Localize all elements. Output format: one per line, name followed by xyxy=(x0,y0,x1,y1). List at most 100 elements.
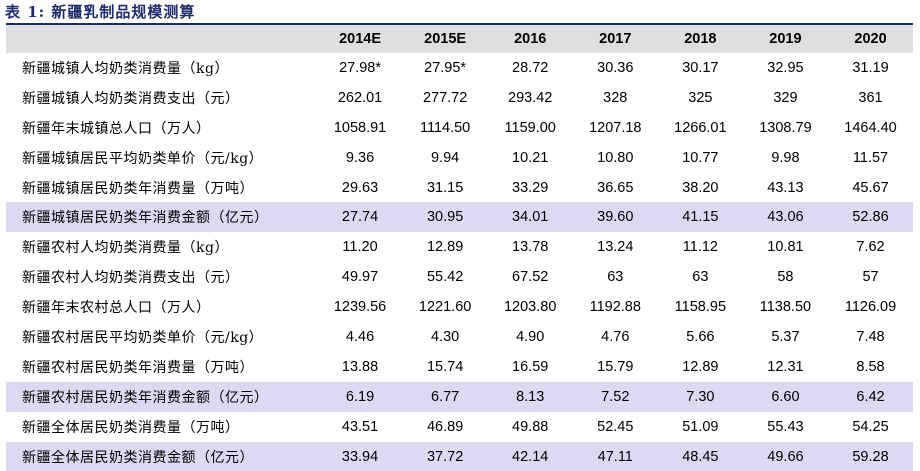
table-cell: 7.48 xyxy=(856,328,885,345)
table-cell: 46.89 xyxy=(426,418,464,435)
row-label: 新疆城镇居民平均奶类单价（元/kg） xyxy=(22,150,264,167)
table-row: 新疆城镇居民平均奶类单价（元/kg） 9.36 9.94 10.21 10.80 10.7… xyxy=(6,143,913,173)
table-cell: 1239.56 xyxy=(333,299,387,316)
table-cell: 27.95* xyxy=(424,59,467,76)
table-cell: 41.15 xyxy=(682,209,719,226)
table-cell: 31.15 xyxy=(426,179,464,196)
table-cell: 9.98 xyxy=(771,149,800,166)
table-cell: 54.25 xyxy=(852,418,889,435)
table-row: 新疆城镇人均奶类消费支出（元） 262.01 277.72 293.42 328 325 3… xyxy=(6,83,913,113)
table-row: 新疆农村居民奶类年消费金额（亿元） 6.19 6.77 8.13 7.52 7.30 6.6… xyxy=(6,381,913,412)
table-row: 新疆年末农村总人口（万人） 1239.56 1221.60 1203.80 1192.8… xyxy=(6,292,913,322)
table-cell: 27.98* xyxy=(339,59,381,76)
table-cell: 325 xyxy=(688,89,713,106)
column-header: 2018 xyxy=(684,31,717,47)
column-header: 2015E xyxy=(424,31,467,47)
table-cell: 1158.95 xyxy=(674,299,727,316)
table-cell: 1159.00 xyxy=(504,119,556,136)
table-cell: 51.09 xyxy=(682,418,719,435)
table-cell: 39.60 xyxy=(597,209,634,226)
table-cell: 4.30 xyxy=(431,328,460,345)
table-cell: 37.72 xyxy=(426,448,464,465)
table-title: 表 1: 新疆乳制品规模测算 xyxy=(5,3,196,21)
table-cell: 10.77 xyxy=(682,149,719,166)
column-header: 2020 xyxy=(854,31,887,47)
row-label: 新疆全体居民奶类消费金额（亿元） xyxy=(22,449,254,466)
table-cell: 1266.01 xyxy=(674,119,727,136)
column-header: 2017 xyxy=(599,31,632,47)
table-header-row: 2014E 2015E 2016 2017 2018 2019 2020 xyxy=(6,25,913,53)
table-row: 新疆农村人均奶类消费量（kg） 11.20 12.89 13.78 13.24 11.12… xyxy=(6,232,913,262)
table-cell: 34.01 xyxy=(512,209,549,226)
table-cell: 55.43 xyxy=(767,418,804,435)
table-cell: 13.24 xyxy=(597,239,634,256)
table-cell: 28.72 xyxy=(512,59,549,76)
table-cell: 57 xyxy=(862,269,879,286)
table-cell: 329 xyxy=(773,89,798,106)
row-label: 新疆农村居民奶类年消费金额（亿元） xyxy=(22,389,269,406)
table-row: 新疆城镇居民奶类年消费金额（亿元） 27.74 30.95 34.01 39.60 41.… xyxy=(6,202,913,233)
table-row: 新疆城镇居民奶类年消费量（万吨） 29.63 31.15 33.29 36.65 38.2… xyxy=(6,173,913,203)
table-cell: 9.94 xyxy=(431,149,460,166)
table-row: 新疆年末城镇总人口（万人） 1058.91 1114.50 1159.00 1207.1… xyxy=(6,113,913,143)
column-header: 2014E xyxy=(339,31,381,47)
table-cell: 67.52 xyxy=(512,269,549,286)
table-row: 新疆城镇人均奶类消费量（kg） 27.98* 27.95* 28.72 30.36 30.… xyxy=(6,53,913,83)
column-header: 2016 xyxy=(514,31,547,47)
row-label: 新疆城镇居民奶类年消费金额（亿元） xyxy=(22,210,269,227)
table-cell: 27.74 xyxy=(341,209,379,226)
row-label: 新疆城镇人均奶类消费量（kg） xyxy=(22,60,229,77)
table-cell: 7.62 xyxy=(856,239,885,256)
table-cell: 16.59 xyxy=(512,358,549,375)
table-cell: 6.42 xyxy=(856,388,885,405)
table-cell: 13.78 xyxy=(512,239,549,256)
table-cell: 4.90 xyxy=(516,328,545,345)
table-cell: 8.58 xyxy=(856,358,885,375)
table-body: 新疆城镇人均奶类消费量（kg） 27.98* 27.95* 28.72 30.36 30.… xyxy=(6,53,913,471)
table-cell: 4.46 xyxy=(345,328,375,345)
table-cell: 1308.79 xyxy=(759,119,812,136)
table-cell: 6.77 xyxy=(431,388,460,405)
table-cell: 15.74 xyxy=(426,358,464,375)
table-cell: 7.52 xyxy=(601,388,630,405)
table-cell: 63 xyxy=(607,269,624,286)
table-cell: 277.72 xyxy=(422,89,468,106)
table-cell: 58 xyxy=(777,269,794,286)
table-cell: 33.29 xyxy=(512,179,549,196)
table-cell: 42.14 xyxy=(512,448,549,465)
table-row: 新疆农村居民平均奶类单价（元/kg） 4.46 4.30 4.90 4.76 5.66 5.… xyxy=(6,322,913,352)
table-cell: 15.79 xyxy=(597,358,634,375)
table-cell: 1192.88 xyxy=(589,299,641,316)
table-cell: 43.51 xyxy=(341,418,379,435)
row-label: 新疆农村居民奶类年消费量（万吨） xyxy=(22,359,254,376)
row-label: 新疆农村人均奶类消费支出（元） xyxy=(22,270,240,287)
table-cell: 9.36 xyxy=(345,149,375,166)
table-cell: 49.97 xyxy=(341,269,379,286)
table-cell: 12.89 xyxy=(682,358,719,375)
table-cell: 1207.18 xyxy=(589,119,642,136)
table-cell: 7.30 xyxy=(686,388,715,405)
table-cell: 1126.09 xyxy=(844,299,897,316)
row-label: 新疆年末农村总人口（万人） xyxy=(22,300,211,317)
table-cell: 59.28 xyxy=(852,448,889,465)
table-cell: 63 xyxy=(692,269,709,286)
table-cell: 10.21 xyxy=(512,149,549,166)
table-cell: 8.13 xyxy=(516,388,545,405)
table-cell: 293.42 xyxy=(508,89,553,106)
table-cell: 49.88 xyxy=(512,418,549,435)
row-label: 新疆农村人均奶类消费量（kg） xyxy=(22,240,229,257)
table-cell: 1058.91 xyxy=(333,119,387,136)
table-cell: 11.57 xyxy=(852,149,889,166)
table-cell: 6.60 xyxy=(771,388,800,405)
table-cell: 38.20 xyxy=(682,179,719,196)
table-cell: 47.11 xyxy=(597,448,633,465)
table-cell: 262.01 xyxy=(337,89,383,106)
row-label: 新疆全体居民奶类消费量（万吨） xyxy=(22,419,240,436)
table-cell: 361 xyxy=(858,89,883,106)
table-cell: 52.86 xyxy=(852,209,889,226)
table-cell: 55.42 xyxy=(426,269,464,286)
table-cell: 49.66 xyxy=(767,448,804,465)
table-cell: 30.17 xyxy=(682,59,719,76)
table-cell: 1464.40 xyxy=(844,119,897,136)
table-cell: 36.65 xyxy=(597,179,634,196)
